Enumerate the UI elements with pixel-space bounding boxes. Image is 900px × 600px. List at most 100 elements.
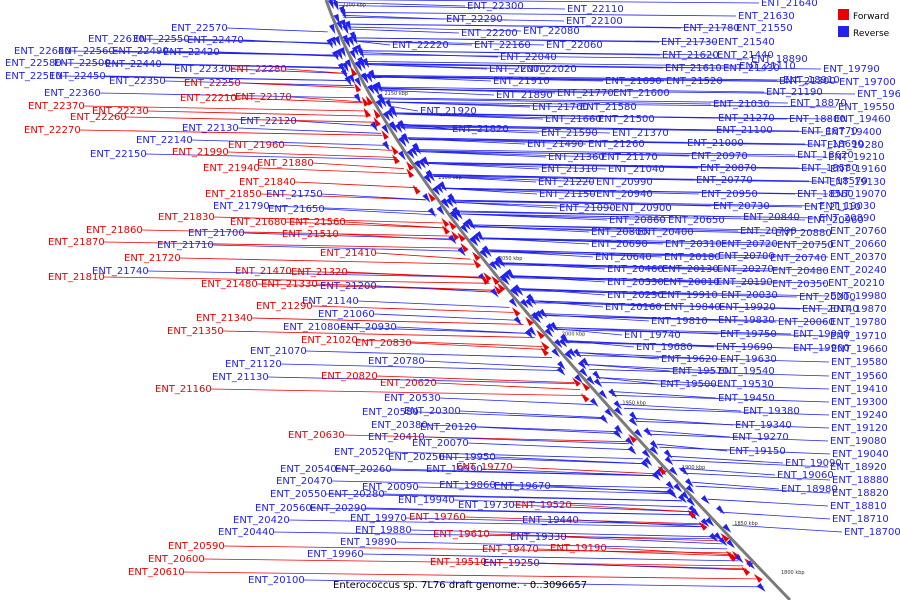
gene-leader-line	[357, 300, 510, 308]
gene-label: ENT_19460	[834, 114, 891, 125]
gene-leader-line	[596, 377, 659, 385]
gene-leader-line	[288, 519, 707, 528]
forward-gene-arrow	[472, 251, 481, 261]
reverse-gene-arrow	[330, 36, 337, 47]
gene-label: ENT_20960	[807, 215, 864, 226]
gene-label: ENT_21820	[452, 124, 509, 135]
gene-label: ENT_19740	[624, 330, 681, 341]
gene-leader-line	[520, 289, 829, 297]
gene-label: ENT_18890	[751, 54, 808, 65]
gene-leader-line	[479, 238, 776, 246]
forward-gene-arrow	[441, 225, 450, 235]
gene-label: ENT_19940	[398, 495, 455, 506]
gene-leader-line	[375, 252, 471, 260]
reverse-gene-arrow	[447, 193, 456, 203]
reverse-gene-arrow	[489, 261, 498, 271]
gene-leader-line	[500, 264, 771, 272]
gene-label: ENT_19900	[793, 343, 850, 354]
reverse-gene-arrow	[608, 388, 617, 398]
gene-leader-line	[452, 201, 614, 209]
gene-label: ENT_20990	[596, 177, 653, 188]
gene-label: ENT_21260	[588, 139, 645, 150]
gene-label: ENT_19240	[831, 410, 888, 421]
forward-gene-arrow	[512, 307, 521, 317]
reverse-gene-arrow	[649, 440, 659, 450]
reverse-gene-arrow	[436, 205, 445, 216]
gene-label: ENT_20180	[664, 252, 721, 263]
forward-gene-arrow	[572, 377, 581, 387]
reverse-gene-arrow	[371, 83, 379, 94]
reverse-gene-arrow	[360, 72, 368, 83]
forward-gene-arrow	[363, 107, 371, 118]
gene-leader-line	[145, 153, 399, 160]
reverse-gene-arrow	[326, 38, 333, 49]
gene-leader-line	[408, 138, 806, 145]
gene-label: ENT_21690	[605, 76, 662, 87]
gene-label: ENT_20240	[830, 265, 887, 276]
reverse-gene-arrow	[389, 107, 397, 118]
gene-label: ENT_19280	[827, 140, 884, 151]
gene-label: ENT_21140	[302, 296, 359, 307]
gene-leader-line	[203, 558, 744, 567]
gene-leader-line	[347, 26, 522, 32]
gene-leader-line	[392, 113, 597, 120]
reverse-gene-arrow	[663, 449, 673, 459]
gene-leader-line	[424, 163, 607, 170]
gene-leader-line	[408, 139, 826, 146]
forward-gene-arrow	[536, 329, 545, 340]
gene-label: ENT_19410	[831, 384, 888, 395]
reverse-gene-arrow	[421, 156, 430, 167]
reverse-gene-arrow	[457, 246, 466, 257]
gene-label: ENT_20690	[591, 239, 648, 250]
gene-leader-line	[290, 96, 363, 103]
gene-label: ENT_19580	[831, 357, 888, 368]
reverse-gene-arrow	[554, 338, 563, 349]
gene-leader-line	[147, 270, 485, 278]
gene-leader-line	[383, 98, 712, 105]
gene-label: ENT_18800	[789, 114, 846, 125]
reverse-gene-arrow	[422, 193, 431, 203]
reverse-gene-arrow	[734, 554, 744, 564]
reverse-gene-arrow	[556, 366, 566, 376]
forward-gene-arrow	[741, 566, 751, 576]
gene-leader-line	[337, 233, 456, 241]
reverse-gene-arrow	[332, 0, 337, 5]
gene-leader-line	[283, 144, 393, 151]
gene-leader-line	[410, 342, 546, 350]
gene-label: ENT_20740	[770, 253, 827, 264]
gene-label: ENT_19270	[732, 432, 789, 443]
gene-leader-line	[213, 216, 443, 224]
gene-label: ENT_20530	[384, 393, 441, 404]
gene-leader-line	[570, 504, 693, 513]
gene-label: ENT_21110	[739, 61, 796, 72]
reverse-gene-arrow	[462, 220, 471, 231]
reverse-gene-arrow	[649, 445, 659, 455]
gene-leader-line	[410, 529, 716, 538]
gene-label: ENT_20350	[772, 279, 829, 290]
gene-leader-line	[423, 360, 561, 368]
gene-leader-line	[373, 313, 521, 321]
gene-label: ENT_19080	[830, 436, 887, 447]
gene-label: ENT_18560	[797, 189, 854, 200]
reverse-gene-arrow	[445, 197, 454, 208]
gene-label: ENT_21890	[496, 90, 553, 101]
reverse-gene-arrow	[370, 121, 378, 132]
gene-label: ENT_19060	[777, 470, 834, 481]
gene-label: ENT_19690	[716, 342, 773, 353]
gene-label: ENT_21680	[230, 217, 287, 228]
gene-label: ENT_18870	[790, 98, 847, 109]
reverse-gene-arrow	[613, 400, 623, 410]
reverse-gene-arrow	[362, 57, 370, 68]
gene-leader-line	[212, 244, 465, 252]
gene-leader-line	[222, 330, 535, 338]
reverse-gene-arrow	[574, 374, 583, 384]
gene-leader-line	[488, 533, 720, 542]
forward-gene-arrow	[497, 282, 506, 292]
gene-label: ENT_21160	[155, 384, 212, 395]
gene-label: ENT_22350	[109, 76, 166, 87]
reverse-legend-swatch	[838, 26, 849, 37]
gene-label: ENT_21270	[718, 113, 775, 124]
gene-leader-line	[383, 97, 789, 104]
reverse-gene-arrow	[634, 428, 643, 438]
gene-label: ENT_22210	[180, 93, 237, 104]
